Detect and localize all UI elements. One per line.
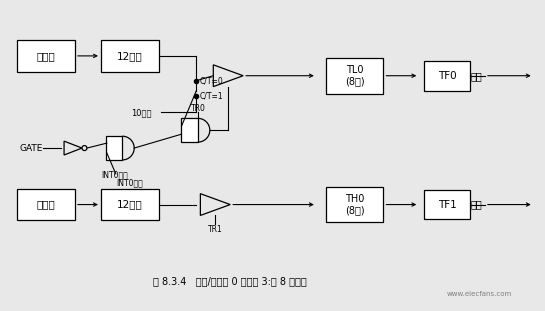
Text: 12分频: 12分频 [117, 51, 143, 61]
Bar [326, 58, 384, 94]
Text: C/T̅=1: C/T̅=1 [199, 91, 223, 100]
Text: 中断: 中断 [471, 200, 483, 210]
Bar [106, 136, 122, 160]
Text: www.elecfans.com: www.elecfans.com [446, 291, 512, 297]
Bar [181, 118, 198, 142]
Text: TR0: TR0 [191, 104, 206, 113]
Bar [101, 189, 159, 220]
Bar [17, 189, 75, 220]
Text: TR1: TR1 [208, 225, 223, 234]
Bar [424, 190, 470, 220]
Text: 振荡器: 振荡器 [37, 200, 56, 210]
Text: TF0: TF0 [438, 71, 456, 81]
Text: GATE: GATE [19, 144, 43, 153]
Text: 12分频: 12分频 [117, 200, 143, 210]
Text: TH0
(8位): TH0 (8位) [345, 194, 365, 215]
Text: TF1: TF1 [438, 200, 457, 210]
Text: C/T̅=0: C/T̅=0 [199, 76, 223, 85]
Text: 中断: 中断 [471, 71, 483, 81]
Text: 10引脚: 10引脚 [131, 108, 151, 117]
Text: INT0引脚: INT0引脚 [116, 178, 143, 187]
Bar [17, 40, 75, 72]
Text: 图 8.3.4   定时/计数器 0 的模式 3:双 8 位计数: 图 8.3.4 定时/计数器 0 的模式 3:双 8 位计数 [153, 276, 307, 286]
Text: 振荡器: 振荡器 [37, 51, 56, 61]
Bar [424, 61, 470, 91]
Text: INT0引脚: INT0引脚 [101, 170, 128, 179]
Bar [101, 40, 159, 72]
Text: TL0
(8位): TL0 (8位) [345, 65, 365, 86]
Bar [326, 187, 384, 222]
